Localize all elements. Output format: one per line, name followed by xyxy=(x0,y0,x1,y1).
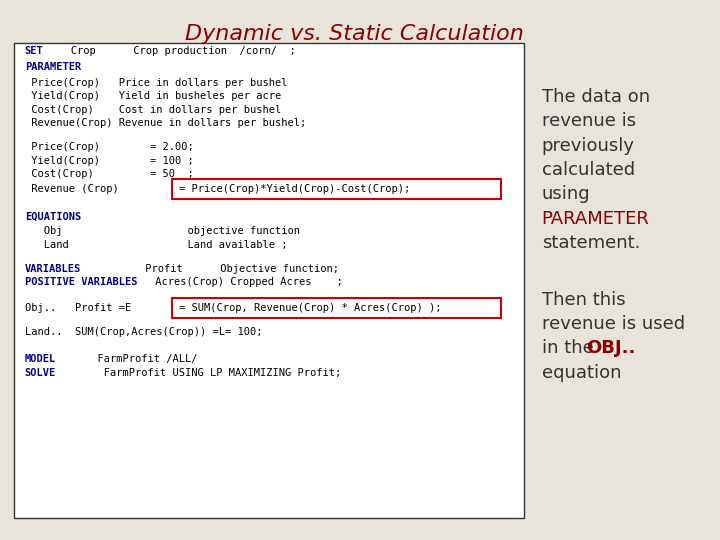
Text: POSITIVE VARIABLES: POSITIVE VARIABLES xyxy=(24,278,138,287)
Text: The data on: The data on xyxy=(541,88,649,106)
Text: Cost(Crop)         = 50  ;: Cost(Crop) = 50 ; xyxy=(24,170,194,179)
Text: Obj                    objective function: Obj objective function xyxy=(24,226,300,236)
FancyBboxPatch shape xyxy=(172,179,501,199)
Text: FarmProfit /ALL/: FarmProfit /ALL/ xyxy=(60,354,198,364)
Text: SOLVE: SOLVE xyxy=(24,368,56,377)
Text: in the: in the xyxy=(541,339,599,357)
FancyBboxPatch shape xyxy=(14,43,524,518)
Text: revenue is: revenue is xyxy=(541,112,636,131)
Text: PARAMETER: PARAMETER xyxy=(24,63,81,72)
Text: Land                   Land available ;: Land Land available ; xyxy=(24,240,287,249)
Text: Obj..   Profit =E: Obj.. Profit =E xyxy=(24,303,131,313)
Text: Acres(Crop) Cropped Acres    ;: Acres(Crop) Cropped Acres ; xyxy=(149,278,343,287)
Text: FarmProfit USING LP MAXIMIZING Profit;: FarmProfit USING LP MAXIMIZING Profit; xyxy=(60,368,341,377)
FancyBboxPatch shape xyxy=(172,298,501,318)
Text: Cost(Crop)    Cost in dollars per bushel: Cost(Crop) Cost in dollars per bushel xyxy=(24,105,281,114)
Text: Revenue(Crop) Revenue in dollars per bushel;: Revenue(Crop) Revenue in dollars per bus… xyxy=(24,118,306,128)
Text: EQUATIONS: EQUATIONS xyxy=(24,212,81,222)
Text: PARAMETER: PARAMETER xyxy=(541,210,649,228)
Text: Dynamic vs. Static Calculation: Dynamic vs. Static Calculation xyxy=(184,24,523,44)
Text: Revenue (Crop): Revenue (Crop) xyxy=(24,184,125,194)
Text: Profit      Objective function;: Profit Objective function; xyxy=(89,264,338,274)
Text: previously: previously xyxy=(541,137,634,155)
Text: OBJ..: OBJ.. xyxy=(586,339,636,357)
Text: SET: SET xyxy=(24,46,43,56)
Text: equation: equation xyxy=(541,363,621,382)
Text: using: using xyxy=(541,185,590,204)
Text: Crop      Crop production  /corn/  ;: Crop Crop production /corn/ ; xyxy=(52,46,295,56)
Text: = Price(Crop)*Yield(Crop)-Cost(Crop);: = Price(Crop)*Yield(Crop)-Cost(Crop); xyxy=(179,184,410,194)
Text: = SUM(Crop, Revenue(Crop) * Acres(Crop) );: = SUM(Crop, Revenue(Crop) * Acres(Crop) … xyxy=(179,303,441,313)
Text: Then this: Then this xyxy=(541,291,625,309)
Text: calculated: calculated xyxy=(541,161,635,179)
Text: Price(Crop)   Price in dollars per bushel: Price(Crop) Price in dollars per bushel xyxy=(24,78,287,87)
Text: statement.: statement. xyxy=(541,234,640,252)
Text: Yield(Crop)        = 100 ;: Yield(Crop) = 100 ; xyxy=(24,156,194,166)
Text: Land..  SUM(Crop,Acres(Crop)) =L= 100;: Land.. SUM(Crop,Acres(Crop)) =L= 100; xyxy=(24,327,262,337)
Text: Price(Crop)        = 2.00;: Price(Crop) = 2.00; xyxy=(24,143,194,152)
Text: VARIABLES: VARIABLES xyxy=(24,264,81,274)
Text: MODEL: MODEL xyxy=(24,354,56,364)
Text: revenue is used: revenue is used xyxy=(541,315,685,333)
Text: Yield(Crop)   Yield in busheles per acre: Yield(Crop) Yield in busheles per acre xyxy=(24,91,281,101)
